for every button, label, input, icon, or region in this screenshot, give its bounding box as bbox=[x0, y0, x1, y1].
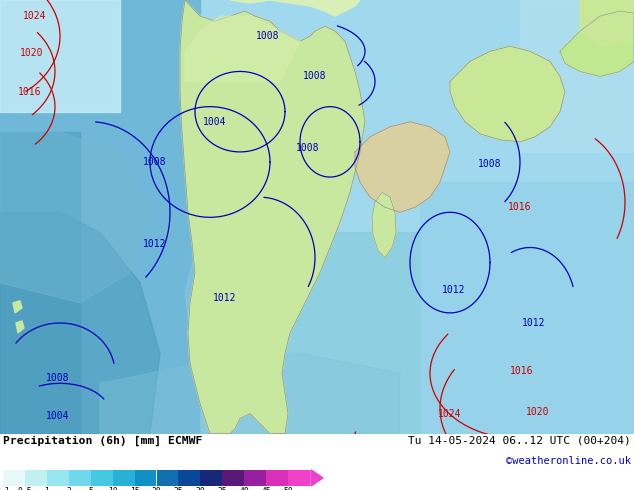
Polygon shape bbox=[372, 192, 396, 258]
Text: 1024: 1024 bbox=[438, 409, 462, 418]
Text: Tu 14-05-2024 06..12 UTC (00+204): Tu 14-05-2024 06..12 UTC (00+204) bbox=[408, 436, 631, 446]
Polygon shape bbox=[180, 0, 365, 434]
Polygon shape bbox=[230, 0, 360, 16]
Text: 35: 35 bbox=[217, 488, 227, 490]
Polygon shape bbox=[450, 46, 565, 142]
Polygon shape bbox=[355, 122, 450, 212]
Text: 1016: 1016 bbox=[510, 366, 534, 376]
Text: 1008: 1008 bbox=[143, 157, 167, 167]
Polygon shape bbox=[0, 132, 80, 434]
Bar bbox=[288, 470, 310, 486]
Text: 1008: 1008 bbox=[256, 31, 280, 41]
Text: 45: 45 bbox=[261, 488, 271, 490]
Text: 1008: 1008 bbox=[46, 373, 70, 383]
Text: 1008: 1008 bbox=[296, 143, 320, 153]
Text: 1012: 1012 bbox=[213, 293, 236, 303]
Text: 1024: 1024 bbox=[23, 11, 47, 21]
Text: 1008: 1008 bbox=[478, 159, 501, 169]
Text: Precipitation (6h) [mm] ECMWF: Precipitation (6h) [mm] ECMWF bbox=[3, 436, 202, 446]
Text: 20: 20 bbox=[152, 488, 162, 490]
Polygon shape bbox=[100, 353, 400, 434]
Polygon shape bbox=[520, 0, 634, 152]
Polygon shape bbox=[560, 11, 634, 76]
Bar bbox=[200, 470, 223, 486]
Polygon shape bbox=[185, 16, 300, 81]
Text: 50: 50 bbox=[283, 488, 293, 490]
Text: 1020: 1020 bbox=[20, 49, 44, 58]
Polygon shape bbox=[16, 321, 24, 333]
Polygon shape bbox=[200, 232, 420, 434]
Polygon shape bbox=[185, 232, 260, 343]
Text: 25: 25 bbox=[174, 488, 183, 490]
Bar bbox=[178, 470, 200, 486]
Text: 1012: 1012 bbox=[522, 318, 546, 328]
Polygon shape bbox=[0, 0, 200, 434]
Text: ©weatheronline.co.uk: ©weatheronline.co.uk bbox=[506, 456, 631, 466]
Text: 1012: 1012 bbox=[443, 285, 466, 295]
Bar bbox=[68, 470, 91, 486]
Text: 2: 2 bbox=[67, 488, 71, 490]
Polygon shape bbox=[13, 301, 22, 313]
Bar bbox=[223, 470, 244, 486]
Bar bbox=[266, 470, 288, 486]
Text: 0.1: 0.1 bbox=[0, 488, 10, 490]
Text: 5: 5 bbox=[88, 488, 93, 490]
Text: 1012: 1012 bbox=[143, 240, 167, 249]
Bar bbox=[113, 470, 134, 486]
Text: 1016: 1016 bbox=[508, 202, 532, 212]
Text: 1016: 1016 bbox=[18, 87, 42, 97]
Text: 1004: 1004 bbox=[204, 117, 227, 127]
Text: 1004: 1004 bbox=[46, 411, 70, 420]
Bar bbox=[25, 470, 47, 486]
Text: 0.5: 0.5 bbox=[18, 488, 32, 490]
Text: 30: 30 bbox=[195, 488, 205, 490]
Polygon shape bbox=[0, 0, 120, 112]
Polygon shape bbox=[420, 182, 634, 434]
Text: 1: 1 bbox=[44, 488, 49, 490]
Polygon shape bbox=[0, 212, 160, 434]
Bar bbox=[244, 470, 266, 486]
Polygon shape bbox=[580, 0, 634, 46]
Text: 1008: 1008 bbox=[303, 72, 327, 81]
Bar bbox=[134, 470, 157, 486]
Text: 1020: 1020 bbox=[526, 407, 550, 416]
Bar bbox=[3, 470, 25, 486]
Bar bbox=[47, 470, 68, 486]
Polygon shape bbox=[311, 470, 323, 486]
Bar bbox=[91, 470, 113, 486]
Text: 15: 15 bbox=[130, 488, 139, 490]
Text: 40: 40 bbox=[240, 488, 249, 490]
Polygon shape bbox=[0, 132, 150, 303]
Text: 10: 10 bbox=[108, 488, 117, 490]
Bar bbox=[157, 470, 178, 486]
